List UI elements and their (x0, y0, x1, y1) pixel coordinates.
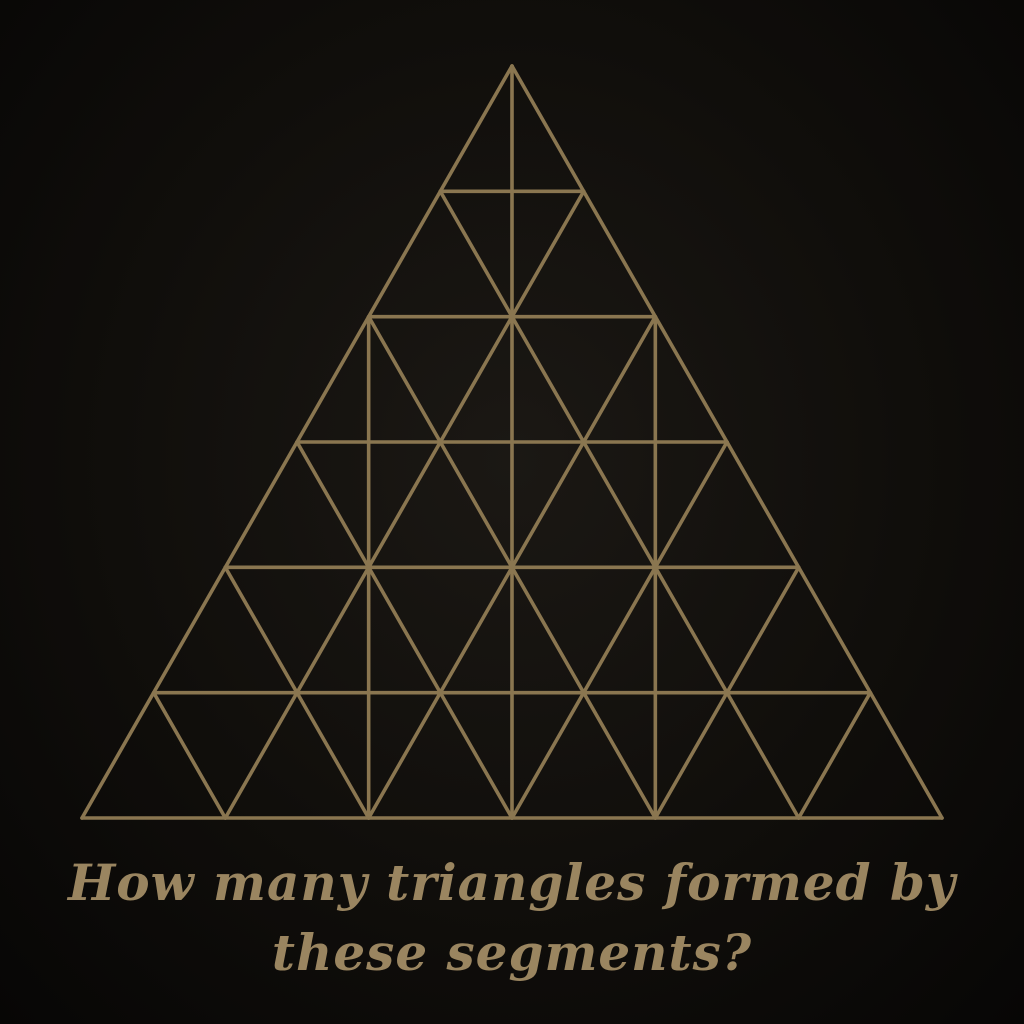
right-parallel-segment (223, 565, 371, 820)
left-parallel-segment (510, 440, 729, 820)
question-caption: How many triangles formed by these segme… (60, 848, 964, 988)
right-parallel-segment (151, 690, 228, 820)
right-parallel-segment (438, 189, 801, 820)
left-parallel-segment (796, 690, 873, 820)
question-line-2: these segments? (271, 923, 753, 982)
right-parallel-segment (295, 440, 514, 820)
question-line-1: How many triangles formed by (68, 853, 956, 912)
segment-group (80, 64, 944, 820)
left-parallel-segment (223, 189, 586, 820)
